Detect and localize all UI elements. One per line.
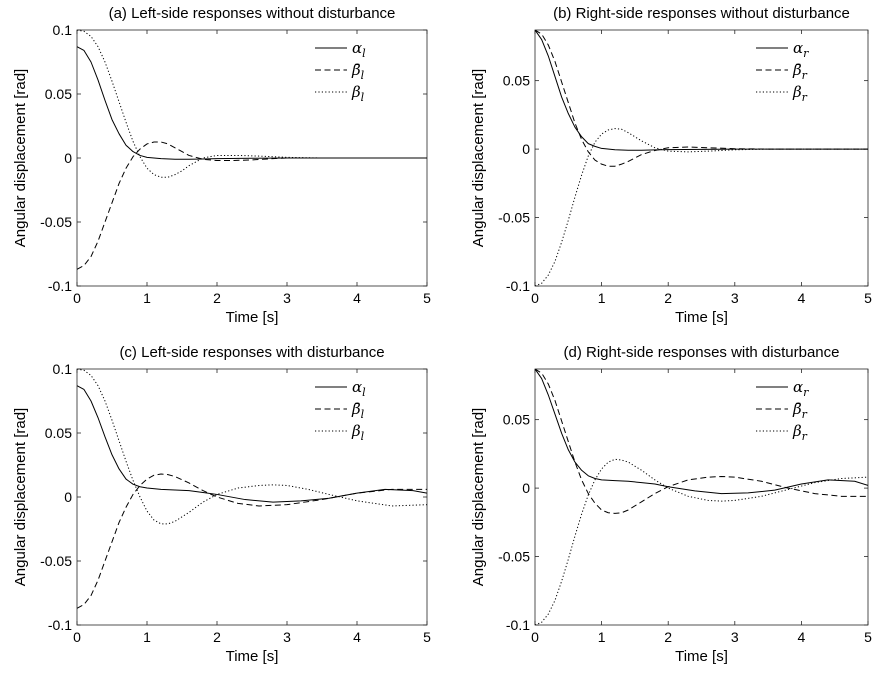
- panel-a-series-beta: [77, 30, 427, 178]
- panel-d-series-alpha: [535, 369, 868, 495]
- panel-a-series-alpha: [77, 46, 427, 160]
- panel-b-xtick-label-1: 1: [598, 290, 606, 306]
- panel-d-legend-label-beta-bar: β̄r: [792, 400, 808, 421]
- panel-b-xtick-label-0: 0: [531, 290, 539, 306]
- panel-c: 0 1 2 3 4 5 -0.1 -0.05 0 0.05 0.1 (c) Left-side res…: [12, 344, 431, 665]
- panel-b-ytick-label-2: 0: [522, 141, 530, 157]
- panel-d-ylabel: Angular displacement [rad]: [470, 408, 487, 586]
- panel-a-legend-label-beta: βl: [351, 83, 365, 104]
- panel-b-series-beta-bar: [535, 30, 868, 167]
- panel-d-ytick-label-2: 0: [522, 480, 530, 496]
- panel-d-xtick-label-3: 3: [731, 629, 739, 645]
- panel-b-xtick-label-4: 4: [798, 290, 806, 306]
- panel-b-title: (b) Right-side responses without disturb…: [553, 5, 850, 22]
- panel-c-series-group: [77, 369, 427, 609]
- panel-d: 0 1 2 3 4 5 -0.1 -0.05 0 0.05 (d) Right-side respo…: [470, 344, 872, 665]
- panel-b-legend-label-beta: βr: [792, 83, 808, 104]
- panel-b-xtick-label-2: 2: [664, 290, 672, 306]
- panel-d-series-group: [535, 369, 868, 625]
- panel-d-axes-box: [534, 368, 869, 626]
- panel-c-xtick-label-5: 5: [423, 629, 431, 645]
- panel-c-xlabel: Time [s]: [226, 648, 279, 665]
- panel-b-ytick-label-1: -0.05: [498, 210, 530, 226]
- panel-a-title: (a) Left-side responses without disturba…: [109, 5, 396, 22]
- panel-c-ytick-label-3: 0.05: [45, 425, 72, 441]
- panel-a-ytick-label-4: 0.1: [53, 22, 73, 38]
- panel-d-xtick-label-0: 0: [531, 629, 539, 645]
- panel-c-legend: αlβ̄lβl: [315, 378, 366, 443]
- panel-a-xtick-label-1: 1: [143, 290, 151, 306]
- panel-b: 0 1 2 3 4 5 -0.1 -0.05 0 0.05 (b) Right-side respo…: [470, 5, 872, 326]
- panel-d-series-beta-bar: [535, 369, 868, 514]
- panel-a-ytick-label-3: 0.05: [45, 86, 72, 102]
- panel-b-legend: αrβ̄rβr: [756, 39, 809, 104]
- panel-a-xtick-label-2: 2: [213, 290, 221, 306]
- panel-a-ytick-label-2: 0: [64, 150, 72, 166]
- panel-a-ylabel: Angular displacement [rad]: [12, 69, 29, 247]
- panel-b-legend-label-beta-bar: β̄r: [792, 61, 808, 82]
- panel-c-title: (c) Left-side responses with disturbance: [119, 344, 384, 361]
- panel-a-series-beta-bar: [77, 141, 427, 270]
- panel-c-legend-label-beta: βl: [351, 422, 365, 443]
- panel-c-xtick-label-4: 4: [353, 629, 361, 645]
- panel-c-series-alpha: [77, 385, 427, 503]
- panel-b-axes-box: [534, 29, 869, 287]
- panel-d-legend-label-alpha: αr: [793, 378, 809, 399]
- panel-b-series-group: [535, 30, 868, 286]
- panel-b-ylabel: Angular displacement [rad]: [470, 69, 487, 247]
- panel-c-ytick-label-1: -0.05: [40, 553, 72, 569]
- panel-b-series-beta: [535, 128, 868, 286]
- panel-d-title: (d) Right-side responses with disturbanc…: [564, 344, 840, 361]
- panel-c-xtick-label-3: 3: [283, 629, 291, 645]
- panel-b-xtick-label-3: 3: [731, 290, 739, 306]
- panel-a-ytick-label-1: -0.05: [40, 214, 72, 230]
- panel-c-series-beta-bar: [77, 473, 427, 609]
- panel-a-series-group: [77, 30, 427, 270]
- panel-c-xtick-label-1: 1: [143, 629, 151, 645]
- panel-c-xtick-label-0: 0: [73, 629, 81, 645]
- panel-b-legend-label-alpha: αr: [793, 39, 809, 60]
- panel-d-series-beta: [535, 458, 868, 625]
- panel-d-xtick-label-2: 2: [664, 629, 672, 645]
- panel-b-series-alpha: [535, 30, 868, 151]
- panel-c-ytick-label-4: 0.1: [53, 361, 73, 377]
- panel-a-legend: αlβ̄lβl: [315, 39, 366, 104]
- panel-a-xtick-label-4: 4: [353, 290, 361, 306]
- panel-c-legend-label-alpha: αl: [352, 378, 366, 399]
- panel-a-xtick-label-3: 3: [283, 290, 291, 306]
- panel-d-ytick-label-3: 0.05: [503, 412, 530, 428]
- panel-b-xtick-label-5: 5: [864, 290, 872, 306]
- panel-d-ytick-label-0: -0.1: [506, 617, 530, 633]
- panel-c-series-beta: [77, 369, 427, 525]
- panel-a: 0 1 2 3 4 5 -0.1 -0.05 0 0.05 0.1 (a) Left-side res…: [12, 5, 431, 326]
- panel-a-ytick-label-0: -0.1: [48, 278, 72, 294]
- panel-d-legend-label-beta: βr: [792, 422, 808, 443]
- panel-b-xlabel: Time [s]: [675, 309, 728, 326]
- panel-d-ytick-label-1: -0.05: [498, 549, 530, 565]
- panel-c-legend-label-beta-bar: β̄l: [351, 400, 365, 421]
- panel-b-ytick-label-0: -0.1: [506, 278, 530, 294]
- panel-d-xtick-label-5: 5: [864, 629, 872, 645]
- panel-a-legend-label-beta-bar: β̄l: [351, 61, 365, 82]
- panel-a-xtick-label-5: 5: [423, 290, 431, 306]
- panel-d-xtick-label-4: 4: [798, 629, 806, 645]
- panel-c-ylabel: Angular displacement [rad]: [12, 408, 29, 586]
- panel-a-legend-label-alpha: αl: [352, 39, 366, 60]
- panel-d-xlabel: Time [s]: [675, 648, 728, 665]
- panel-b-ytick-label-3: 0.05: [503, 73, 530, 89]
- panel-d-xtick-label-1: 1: [598, 629, 606, 645]
- panel-a-xlabel: Time [s]: [226, 309, 279, 326]
- panel-d-legend: αrβ̄rβr: [756, 378, 809, 443]
- panel-c-axes-box: [76, 368, 428, 626]
- panel-c-xtick-label-2: 2: [213, 629, 221, 645]
- panel-c-ytick-label-0: -0.1: [48, 617, 72, 633]
- panel-c-ytick-label-2: 0: [64, 489, 72, 505]
- panel-a-xtick-label-0: 0: [73, 290, 81, 306]
